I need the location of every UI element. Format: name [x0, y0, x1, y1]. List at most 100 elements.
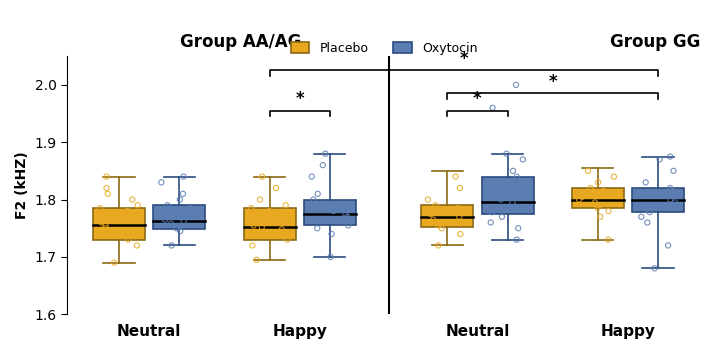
Point: [94, 205, 106, 211]
Point: [172, 208, 183, 214]
Point: [175, 228, 186, 234]
Point: [328, 208, 339, 214]
Point: [317, 162, 328, 168]
Point: [454, 214, 465, 219]
Legend: Placebo, Oxytocin: Placebo, Oxytocin: [286, 36, 483, 59]
Point: [270, 185, 282, 191]
Point: [307, 197, 319, 202]
Point: [271, 220, 283, 225]
Point: [108, 260, 120, 266]
Point: [486, 209, 498, 215]
Point: [99, 223, 111, 228]
Text: Group GG: Group GG: [610, 33, 700, 51]
Bar: [481, 177, 534, 214]
Point: [126, 197, 138, 202]
Point: [312, 191, 323, 197]
Point: [494, 185, 506, 191]
Point: [122, 208, 133, 214]
Point: [639, 205, 650, 211]
Point: [156, 179, 167, 185]
Point: [430, 202, 442, 208]
Point: [654, 156, 666, 162]
Bar: [93, 208, 145, 240]
Point: [501, 151, 513, 156]
Text: *: *: [460, 50, 468, 68]
Point: [667, 188, 679, 194]
Point: [248, 223, 260, 228]
Point: [495, 179, 507, 185]
Point: [276, 227, 288, 232]
Point: [510, 82, 522, 88]
Point: [257, 174, 268, 179]
Point: [485, 220, 497, 225]
Point: [341, 202, 352, 208]
Point: [640, 179, 652, 185]
Point: [312, 225, 323, 231]
Point: [281, 237, 293, 242]
Point: [593, 202, 605, 208]
Point: [513, 225, 524, 231]
Point: [495, 197, 507, 202]
Point: [433, 223, 444, 228]
Point: [185, 205, 196, 211]
Point: [664, 154, 676, 159]
Point: [668, 168, 679, 174]
Point: [669, 200, 681, 205]
Point: [516, 205, 528, 211]
Point: [584, 185, 596, 191]
Point: [165, 214, 177, 219]
Point: [486, 105, 498, 110]
Text: Group AA/AG: Group AA/AG: [180, 33, 302, 51]
Point: [649, 266, 660, 271]
Point: [335, 218, 347, 224]
Point: [425, 211, 436, 217]
Point: [484, 191, 496, 197]
Point: [517, 156, 529, 162]
Point: [608, 174, 620, 179]
Point: [254, 197, 266, 202]
Bar: [421, 205, 473, 227]
Point: [168, 211, 180, 217]
Point: [664, 197, 676, 202]
Point: [427, 217, 439, 222]
Bar: [304, 200, 356, 225]
Text: *: *: [473, 90, 482, 108]
Point: [589, 200, 601, 205]
Point: [507, 200, 518, 205]
Point: [101, 174, 112, 179]
Point: [433, 242, 444, 248]
Bar: [153, 205, 205, 229]
Point: [452, 205, 464, 211]
Point: [341, 214, 353, 219]
Point: [496, 214, 507, 219]
Text: *: *: [295, 90, 304, 108]
Point: [511, 174, 523, 179]
Point: [160, 217, 171, 222]
Point: [178, 218, 189, 224]
Point: [128, 214, 139, 219]
Point: [325, 254, 336, 260]
Point: [573, 191, 585, 197]
Point: [602, 208, 614, 214]
Point: [245, 205, 257, 211]
Point: [594, 214, 606, 219]
Point: [461, 208, 473, 214]
Point: [177, 191, 189, 197]
Point: [592, 179, 604, 185]
Point: [507, 168, 519, 174]
Point: [102, 191, 114, 197]
Point: [573, 197, 585, 202]
Point: [450, 174, 461, 179]
Point: [342, 223, 354, 228]
Point: [511, 237, 523, 242]
Bar: [244, 208, 296, 240]
Point: [339, 211, 351, 217]
Point: [582, 168, 594, 174]
Point: [162, 202, 173, 208]
Text: *: *: [548, 73, 557, 91]
Point: [642, 220, 653, 225]
Y-axis label: F2 (kHZ): F2 (kHZ): [15, 152, 29, 219]
Point: [132, 202, 144, 208]
Bar: [572, 188, 624, 208]
Point: [178, 174, 189, 179]
